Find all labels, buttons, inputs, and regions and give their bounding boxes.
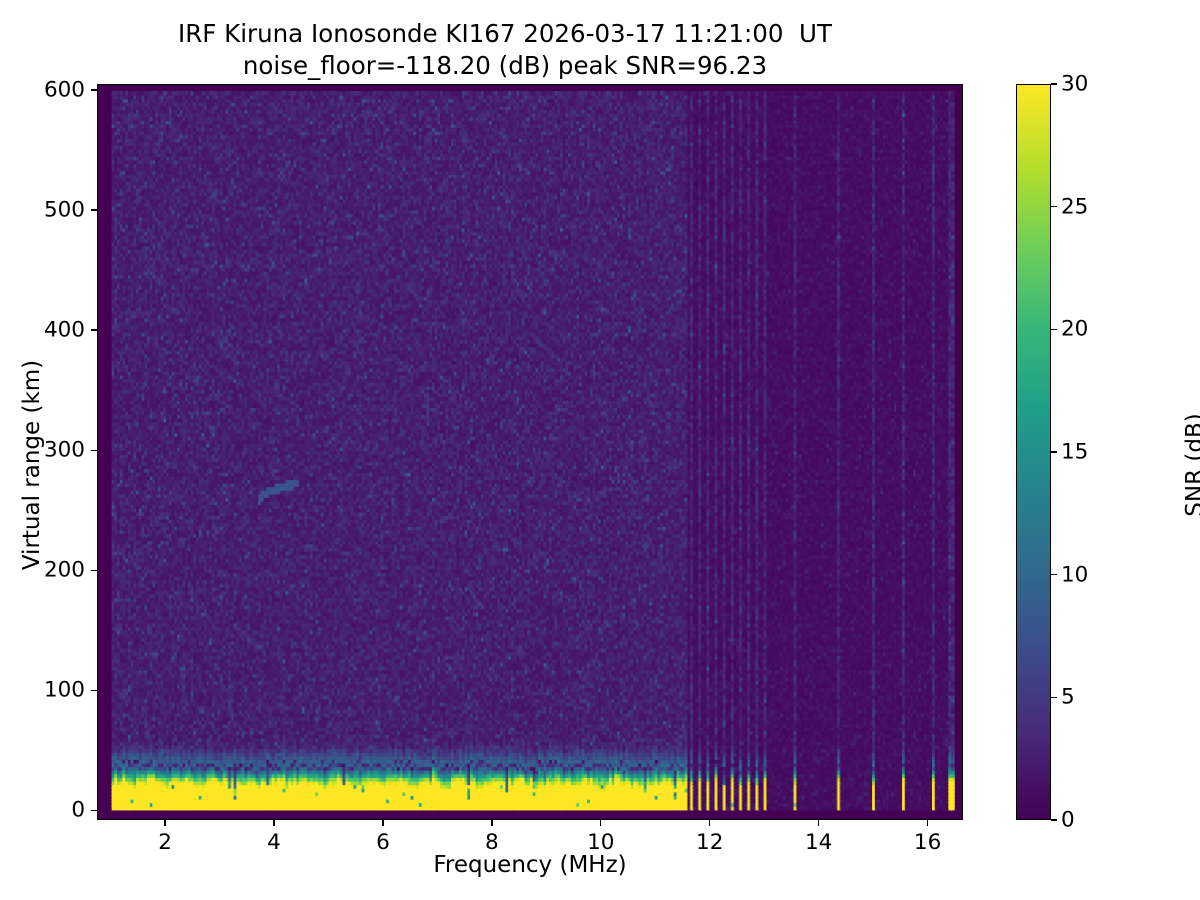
colorbar-tick-label: 10	[1061, 562, 1089, 588]
x-tick-mark	[491, 820, 493, 826]
y-tick-mark	[91, 689, 97, 691]
colorbar-tick-mark	[1051, 819, 1057, 821]
x-tick-mark	[382, 820, 384, 826]
colorbar-tick-label: 0	[1061, 807, 1075, 833]
y-tick-label: 300	[43, 437, 85, 463]
x-tick-mark	[926, 820, 929, 826]
y-tick-label: 500	[43, 197, 85, 223]
x-tick-label: 4	[267, 830, 281, 855]
figure-title: IRF Kiruna Ionosonde KI167 2026-03-17 11…	[0, 18, 1010, 82]
y-tick-label: 200	[43, 557, 85, 583]
y-axis-label: Virtual range (km)	[19, 359, 45, 571]
x-tick-label: 16	[913, 830, 942, 855]
colorbar-tick-mark	[1051, 451, 1057, 453]
y-tick-label: 600	[43, 77, 85, 103]
y-tick-label: 100	[43, 677, 85, 703]
x-tick-label: 6	[376, 830, 390, 855]
colorbar-label: SNR (dB)	[1182, 413, 1200, 517]
colorbar-tick-mark	[1051, 206, 1057, 208]
x-tick-label: 8	[485, 830, 499, 855]
ionogram-heatmap-canvas[interactable]	[98, 85, 962, 819]
colorbar-tick-label: 20	[1061, 316, 1089, 342]
y-tick-label: 400	[43, 317, 85, 343]
colorbar-tick-label: 30	[1061, 71, 1089, 97]
colorbar-tick-mark	[1051, 574, 1057, 576]
colorbar-tick-mark	[1051, 696, 1057, 698]
x-tick-mark	[273, 820, 275, 826]
x-axis-label: Frequency (MHz)	[433, 852, 627, 878]
x-tick-label: 12	[696, 830, 724, 855]
y-tick-mark	[91, 569, 97, 571]
colorbar-tick-label: 5	[1061, 684, 1075, 710]
colorbar-gradient	[1017, 85, 1050, 819]
y-tick-mark	[91, 449, 97, 451]
x-tick-mark	[709, 820, 711, 826]
x-tick-label: 10	[587, 830, 615, 855]
snr-colorbar[interactable]	[1016, 84, 1051, 820]
title-line-1: IRF Kiruna Ionosonde KI167 2026-03-17 11…	[178, 19, 832, 48]
x-tick-label: 2	[158, 830, 172, 855]
colorbar-tick-mark	[1051, 328, 1057, 330]
ionogram-plot-area[interactable]	[97, 84, 963, 820]
colorbar-tick-label: 15	[1061, 439, 1089, 465]
x-tick-mark	[164, 820, 166, 826]
y-tick-mark	[91, 809, 97, 812]
colorbar-tick-label: 25	[1061, 194, 1089, 220]
x-tick-mark	[600, 820, 602, 826]
y-tick-mark	[91, 89, 97, 91]
y-tick-mark	[91, 209, 97, 211]
title-line-2: noise_floor=-118.20 (dB) peak SNR=96.23	[242, 50, 768, 80]
y-tick-label: 0	[71, 797, 85, 823]
x-tick-mark	[818, 820, 820, 826]
colorbar-tick-mark	[1051, 83, 1057, 85]
x-tick-label: 14	[804, 830, 833, 855]
y-tick-mark	[91, 329, 97, 331]
